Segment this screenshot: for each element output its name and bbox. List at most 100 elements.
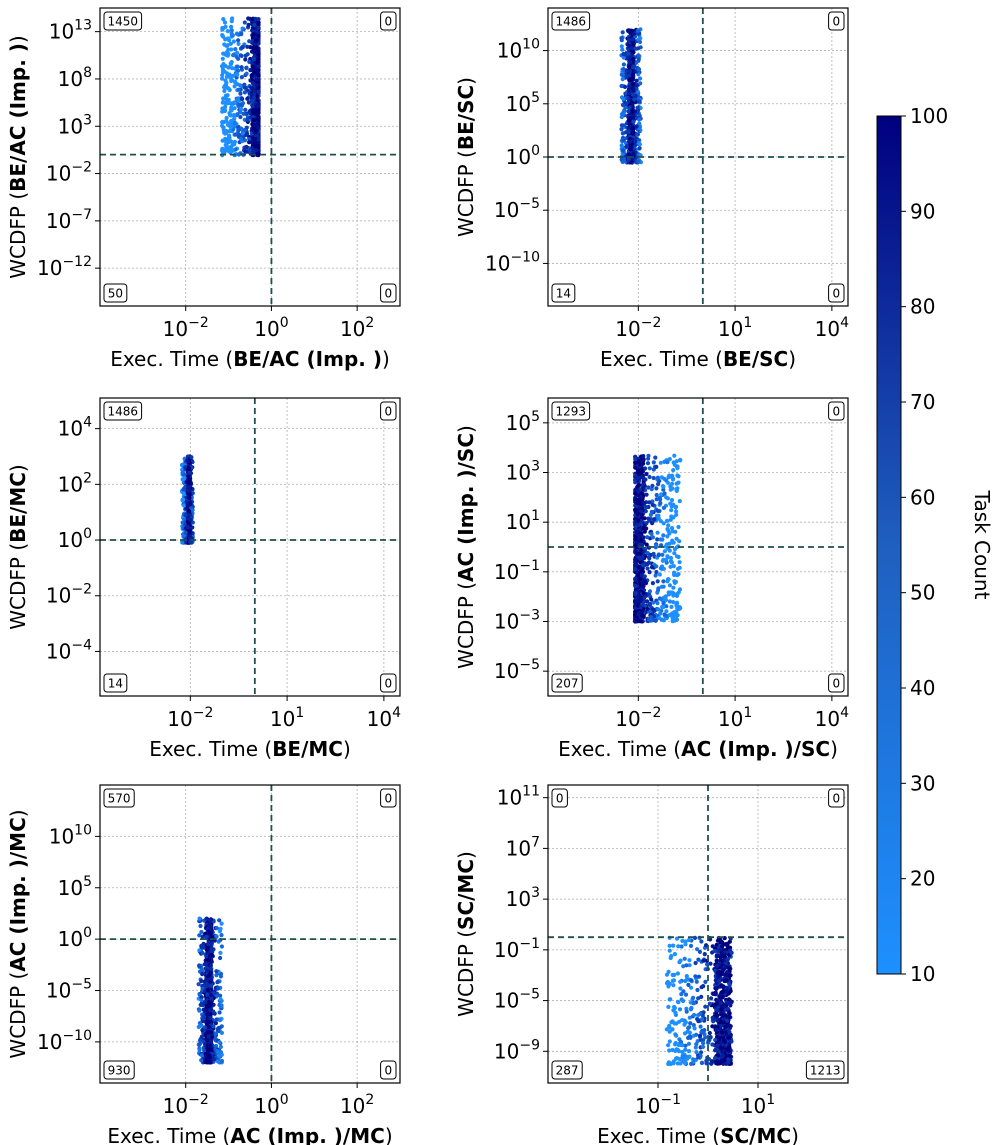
x-tick-label: 104 — [367, 705, 401, 731]
scatter-point — [637, 117, 642, 122]
scatter-point — [244, 65, 249, 71]
scatter-point — [247, 140, 252, 145]
scatter-point — [712, 949, 718, 954]
x-axis-label: Exec. Time (BE/MC) — [149, 737, 351, 761]
scatter-point — [649, 565, 655, 570]
scatter-point — [232, 79, 238, 84]
scatter-point — [703, 1004, 708, 1009]
scatter-point — [672, 551, 677, 556]
quadrant-count-box — [380, 401, 397, 421]
scatter-point — [238, 83, 243, 88]
quadrant-count-top-right: 0 — [832, 405, 840, 419]
scatter-point — [691, 1001, 697, 1006]
scatter-point — [635, 132, 641, 137]
scatter-point — [650, 521, 655, 526]
scatter-point — [665, 577, 671, 582]
scatter-point — [256, 111, 261, 116]
scatter-point — [236, 68, 241, 73]
quadrant-count-box — [380, 283, 397, 303]
scatter-point — [727, 1029, 732, 1035]
scatter-point — [624, 144, 629, 149]
scatter-point — [721, 942, 726, 947]
scatter-point — [658, 537, 663, 542]
quadrant-count-bottom-right: 0 — [384, 287, 392, 301]
scatter-point — [656, 482, 661, 487]
scatter-point — [221, 128, 226, 133]
scatter-point — [667, 948, 672, 953]
colorbar-tick-label: 40 — [910, 676, 935, 700]
scatter-point — [646, 516, 651, 521]
y-tick-label: 10−5 — [46, 977, 92, 1003]
scatter-point — [206, 999, 211, 1004]
scatter-point — [674, 459, 679, 464]
scatter-point — [631, 119, 636, 124]
scatter-point — [256, 104, 261, 109]
quadrant-count-bottom-right: 0 — [832, 287, 840, 301]
scatter-point — [622, 159, 627, 164]
scatter-point — [671, 585, 676, 590]
scatter-point — [670, 1027, 675, 1032]
scatter-point — [204, 961, 209, 966]
scatter-point — [254, 128, 259, 133]
scatter-point — [698, 1011, 703, 1016]
scatter-point — [252, 49, 257, 55]
scatter-point — [633, 549, 638, 554]
scatter-point — [655, 508, 660, 513]
scatter-point — [214, 1017, 219, 1022]
scatter-point — [619, 72, 625, 77]
scatter-point — [637, 581, 642, 586]
scatter-point — [674, 512, 679, 517]
scatter-point — [645, 566, 650, 571]
scatter-point — [643, 505, 649, 510]
scatter-point — [655, 601, 660, 606]
scatter-point — [676, 474, 681, 479]
scatter-point — [227, 87, 232, 93]
scatter-point — [631, 152, 636, 157]
scatter-point — [645, 606, 650, 611]
scatter-point — [256, 117, 261, 122]
y-tick-label: 103 — [506, 459, 540, 485]
scatter-point — [216, 1025, 221, 1030]
scatter-point — [681, 998, 686, 1004]
scatter-point — [715, 1043, 720, 1048]
scatter-point — [682, 956, 687, 961]
scatter-point — [684, 1009, 689, 1014]
scatter-point — [708, 1035, 713, 1040]
scatter-point — [666, 1043, 671, 1048]
scatter-point — [218, 955, 223, 961]
scatter-point — [719, 1007, 724, 1012]
scatter-point — [218, 997, 223, 1002]
scatter-point — [254, 29, 259, 34]
scatter-point — [646, 456, 651, 461]
scatter-point — [630, 72, 636, 77]
scatter-point — [639, 512, 644, 518]
scatter-point — [667, 583, 673, 588]
scatter-point — [726, 997, 732, 1002]
scatter-point — [727, 1053, 732, 1058]
scatter-point — [207, 917, 212, 923]
scatter-point — [714, 1027, 719, 1033]
scatter-point — [217, 1040, 222, 1045]
scatter-point — [219, 933, 224, 938]
scatter-point — [636, 555, 641, 560]
scatter-point — [670, 477, 676, 482]
scatter-point — [248, 68, 253, 73]
scatter-point — [629, 109, 635, 114]
scatter-point — [203, 1000, 208, 1005]
scatter-point — [622, 109, 627, 114]
scatter-point — [199, 1034, 205, 1039]
scatter-point — [693, 960, 698, 966]
scatter-points — [664, 935, 734, 1067]
scatter-point — [666, 592, 672, 597]
scatter-point — [221, 147, 227, 152]
scatter-point — [672, 1005, 678, 1011]
scatter-point — [229, 24, 234, 29]
scatter-point — [220, 56, 225, 61]
scatter-point — [637, 142, 643, 147]
scatter-point — [240, 26, 245, 31]
scatter-point — [197, 933, 202, 938]
scatter-point — [668, 955, 673, 961]
scatter-point — [620, 148, 626, 153]
scatter-point — [639, 537, 644, 542]
